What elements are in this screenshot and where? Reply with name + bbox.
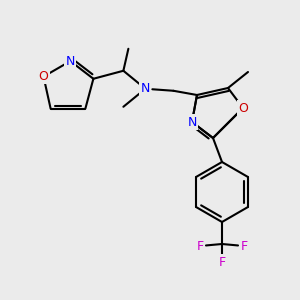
Text: F: F [196, 239, 204, 253]
Text: N: N [187, 116, 197, 128]
Text: N: N [66, 55, 75, 68]
Text: F: F [218, 256, 226, 268]
Text: O: O [238, 101, 248, 115]
Text: F: F [240, 239, 247, 253]
Text: N: N [141, 82, 150, 95]
Text: O: O [39, 70, 49, 83]
